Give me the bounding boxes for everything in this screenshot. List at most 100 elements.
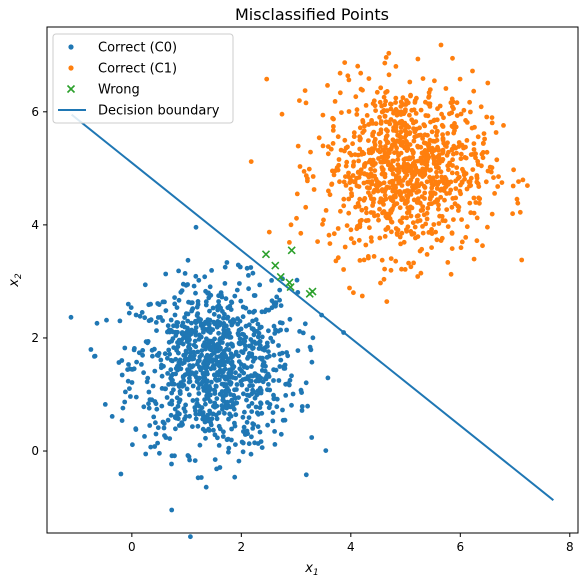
data-point [255, 334, 261, 340]
data-point [180, 361, 185, 366]
data-point [118, 471, 124, 477]
data-point [303, 173, 309, 179]
data-point [269, 278, 274, 283]
data-point [429, 231, 435, 237]
data-point [453, 124, 459, 130]
data-point [276, 378, 282, 383]
data-point [181, 378, 187, 383]
data-point [255, 441, 261, 446]
data-point [372, 103, 378, 109]
data-point [127, 394, 133, 399]
data-point [233, 370, 238, 376]
data-point [194, 401, 200, 406]
data-point [213, 403, 218, 409]
data-point [415, 234, 421, 240]
data-point [382, 159, 388, 165]
data-point [342, 60, 348, 65]
data-point [267, 387, 273, 393]
data-point [383, 144, 388, 149]
data-point [253, 317, 259, 323]
data-point [183, 282, 189, 288]
data-point [174, 305, 180, 310]
data-point [374, 89, 380, 95]
data-point [327, 192, 333, 198]
data-point [458, 245, 464, 251]
data-point [425, 132, 430, 138]
data-point [146, 318, 152, 324]
data-point [198, 317, 204, 322]
data-point [238, 298, 244, 304]
data-point [221, 321, 227, 326]
data-point [414, 95, 419, 101]
data-point [443, 86, 449, 91]
data-point [384, 299, 390, 304]
data-point [206, 386, 212, 392]
data-point [227, 379, 233, 384]
data-point [201, 322, 207, 327]
data-point [403, 129, 409, 135]
data-point [452, 201, 458, 207]
data-point [146, 405, 152, 411]
data-point [420, 224, 425, 229]
data-point [190, 398, 196, 403]
data-point [182, 271, 188, 276]
data-point [382, 234, 388, 239]
data-point [303, 204, 309, 210]
data-point [454, 170, 460, 176]
data-point [467, 200, 473, 206]
data-point [410, 220, 416, 226]
y-axis: 0 2 4 6 [31, 105, 47, 458]
data-point [381, 94, 387, 100]
data-point [517, 209, 523, 215]
data-point [471, 256, 477, 262]
data-point [452, 128, 457, 133]
data-point [407, 79, 413, 85]
data-point [207, 399, 213, 404]
data-point [379, 103, 385, 109]
legend-label: Wrong [98, 83, 140, 98]
data-point [184, 371, 190, 377]
data-point [153, 320, 159, 325]
data-point [152, 368, 158, 374]
data-point [153, 420, 158, 426]
data-point [392, 193, 398, 199]
data-point [140, 348, 146, 353]
data-point [145, 375, 151, 381]
data-point [458, 182, 463, 188]
data-point [210, 305, 216, 311]
data-point [403, 102, 409, 107]
data-point [436, 221, 442, 226]
data-point [142, 434, 147, 439]
data-point [434, 137, 440, 143]
data-point [464, 138, 470, 143]
data-point [343, 163, 349, 169]
data-point [173, 366, 179, 371]
data-point [458, 151, 464, 157]
data-point [393, 100, 398, 105]
data-point [236, 458, 242, 464]
data-point [249, 409, 255, 414]
data-point [371, 129, 377, 135]
data-point [413, 167, 419, 173]
data-point [415, 177, 420, 183]
data-point [139, 310, 145, 315]
data-point [182, 409, 188, 414]
data-point [431, 222, 437, 227]
data-point [212, 457, 218, 462]
data-point [420, 136, 425, 141]
data-point [139, 362, 144, 367]
data-point [432, 78, 437, 84]
data-point [216, 314, 222, 319]
data-point [399, 195, 405, 201]
data-point [387, 216, 393, 222]
data-point [244, 419, 250, 425]
data-point [195, 358, 201, 364]
data-point [411, 260, 416, 266]
data-point [358, 171, 364, 176]
data-point [225, 436, 231, 442]
data-point [510, 183, 516, 189]
data-point [355, 63, 361, 69]
data-point [166, 347, 172, 353]
data-point [171, 345, 177, 350]
data-point [157, 450, 162, 456]
